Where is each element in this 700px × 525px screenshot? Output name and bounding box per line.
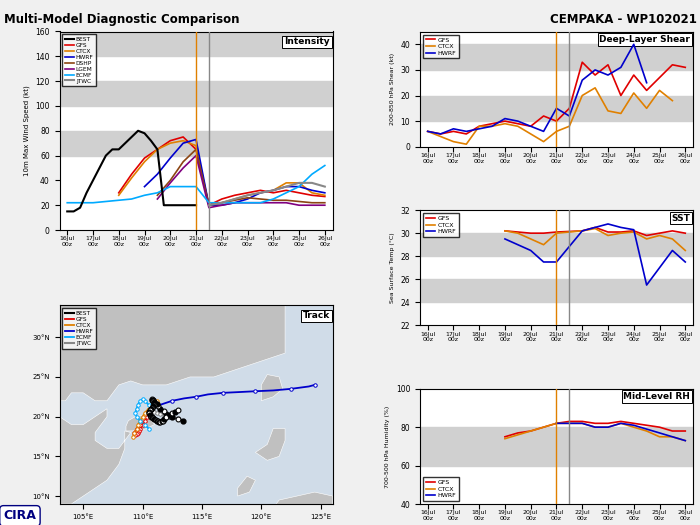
Legend: GFS, CTCX, HWRF: GFS, CTCX, HWRF [423, 477, 459, 501]
Polygon shape [237, 476, 256, 496]
Bar [420, 44, 693, 70]
Polygon shape [273, 492, 332, 516]
Legend: GFS, CTCX, HWRF: GFS, CTCX, HWRF [423, 35, 459, 58]
Legend: BEST, GFS, CTCX, HWRF, ECMF, JTWC: BEST, GFS, CTCX, HWRF, ECMF, JTWC [62, 308, 96, 349]
Y-axis label: 10m Max Wind Speed (kt): 10m Max Wind Speed (kt) [23, 86, 29, 176]
Bar [60, 32, 332, 56]
Bar [60, 131, 332, 155]
Text: Mid-Level RH: Mid-Level RH [624, 392, 690, 401]
Y-axis label: 700-500 hPa Humidity (%): 700-500 hPa Humidity (%) [385, 405, 390, 488]
Y-axis label: 200-850 hPa Shear (kt): 200-850 hPa Shear (kt) [390, 53, 395, 125]
Bar [420, 279, 693, 302]
Text: SST: SST [671, 214, 690, 223]
Bar [420, 233, 693, 256]
Text: Track: Track [302, 311, 330, 320]
Text: Deep-Layer Shear: Deep-Layer Shear [599, 35, 690, 44]
Polygon shape [261, 374, 283, 401]
Polygon shape [126, 416, 155, 431]
Bar [420, 96, 693, 121]
Text: Intensity: Intensity [284, 37, 330, 46]
Bar [420, 427, 693, 466]
Text: Multi-Model Diagnostic Comparison: Multi-Model Diagnostic Comparison [4, 13, 239, 26]
Polygon shape [60, 306, 285, 504]
Polygon shape [256, 428, 285, 460]
Y-axis label: Sea Surface Temp (°C): Sea Surface Temp (°C) [390, 233, 395, 303]
Text: CEMPAKA - WP102021: CEMPAKA - WP102021 [550, 13, 696, 26]
Legend: BEST, GFS, CTCX, HWRF, DSHP, LGEM, ECMF, JTWC: BEST, GFS, CTCX, HWRF, DSHP, LGEM, ECMF,… [62, 35, 96, 86]
Bar [60, 81, 332, 106]
Text: CIRA: CIRA [4, 509, 36, 522]
Legend: GFS, CTCX, HWRF: GFS, CTCX, HWRF [423, 213, 459, 237]
